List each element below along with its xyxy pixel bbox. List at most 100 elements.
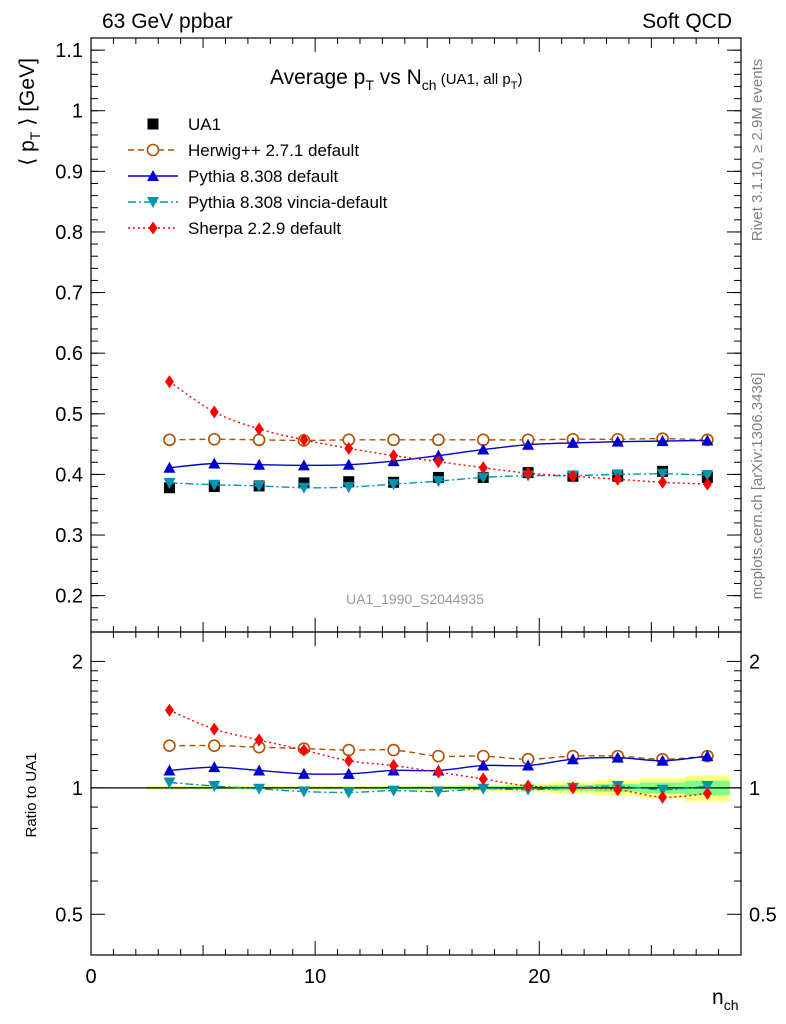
data-point [342,458,355,470]
data-point [297,767,310,779]
legend: UA1 Herwig++ 2.7.1 default Pythia 8.308 de… [128,115,388,238]
data-point [299,743,309,757]
data-point [208,479,221,491]
data-point [432,449,445,461]
x-axis-label: nch [712,986,738,1013]
data-point [387,479,400,491]
data-point [432,476,445,488]
data-point [611,435,624,447]
data-point [208,781,221,793]
data-point [477,759,490,771]
data-point [253,480,266,492]
x-tick-label: 0 [85,966,96,988]
header-right: Soft QCD [642,10,732,33]
legend-marker [147,170,159,181]
data-point [209,722,219,736]
data-point [566,753,579,765]
ratio-series-herwig-2-7-1-default [163,739,714,766]
y-tick-label: 0.5 [55,404,83,426]
legend-entry-pythia-8-308-vincia-default: Pythia 8.308 vincia-default [128,193,388,212]
y-tick-label: 0.7 [55,283,83,305]
data-point [478,772,488,786]
data-point [163,477,176,489]
panel-frame [90,631,742,956]
ratio-y-axis-label: Ratio to UA1 [23,752,40,837]
y-tick-label: 0.8 [55,222,83,244]
y-tick-label: 2 [72,651,83,673]
data-point [432,786,445,798]
data-point [477,472,490,484]
y-tick-label: 1 [72,101,83,123]
data-point [613,783,623,797]
y-tick-label: 0.3 [55,525,83,547]
y-tick-label: 1 [72,778,83,800]
data-point [252,433,266,447]
y-tick-label-right: 1 [749,778,760,800]
y-tick-label: 1.1 [55,40,83,62]
data-point [566,436,579,448]
data-point [342,743,356,757]
y-tick-label: 0.9 [55,161,83,183]
data-point [613,472,623,486]
data-point [253,458,266,470]
data-point [344,754,354,768]
data-point [568,781,578,795]
data-point [163,461,176,473]
data-point [433,455,443,469]
ratio-series-sherpa-2-2-9-default [164,703,712,804]
data-point [164,703,174,717]
data-point [208,761,221,773]
legend-label: Pythia 8.308 default [188,167,339,186]
data-point [297,786,310,798]
legend-label: Pythia 8.308 vincia-default [188,193,388,212]
data-point [432,749,445,763]
data-point [253,764,266,776]
data-point [702,786,712,800]
data-point [207,739,221,752]
data-point [701,470,714,482]
legend-marker [147,118,159,130]
data-point [656,468,669,480]
y-tick-label: 0.5 [55,904,83,926]
data-point [656,754,669,766]
legend-entry-ua1: UA1 [147,115,221,134]
data-point [702,477,712,491]
data-point [568,469,578,483]
data-point [522,438,535,450]
series-herwig-2-7-1-default [163,432,714,447]
data-point [387,433,400,447]
y-tick-label: 0.6 [55,343,83,365]
data-point [389,449,399,463]
rivet-version-label: Rivet 3.1.10, ≥ 2.9M events [749,59,766,242]
data-point [611,751,624,763]
analysis-watermark: UA1_1990_S2044935 [346,591,484,607]
data-point [656,435,669,447]
main-y-axis-label: ⟨ pT ⟩ [GeV] [16,58,43,166]
legend-entry-pythia-8-308-default: Pythia 8.308 default [128,167,339,186]
data-point [297,482,310,494]
data-point [522,759,535,771]
data-point [342,787,355,799]
data-point [477,783,490,795]
data-point [163,739,176,752]
data-point [523,466,533,480]
x-tick-label: 20 [528,966,550,988]
y-tick-label-right: 2 [749,651,760,673]
data-point [209,405,219,419]
y-tick-label: 0.4 [55,464,83,486]
x-tick-label: 10 [304,966,326,988]
data-point [164,375,174,389]
data-point [478,461,488,475]
data-point [163,777,176,789]
data-point [342,767,355,779]
data-point [342,482,355,494]
data-point [658,790,668,804]
legend-entry-herwig-2-7-1-default: Herwig++ 2.7.1 default [128,141,359,160]
data-point [389,759,399,773]
data-point [344,441,354,455]
mcplots-label: mcplots.cern.ch [arXiv:1306.3436] [749,373,766,600]
data-point [207,432,221,446]
data-point [433,765,443,779]
data-point [163,764,176,776]
series-sherpa-2-2-9-default [164,375,712,491]
